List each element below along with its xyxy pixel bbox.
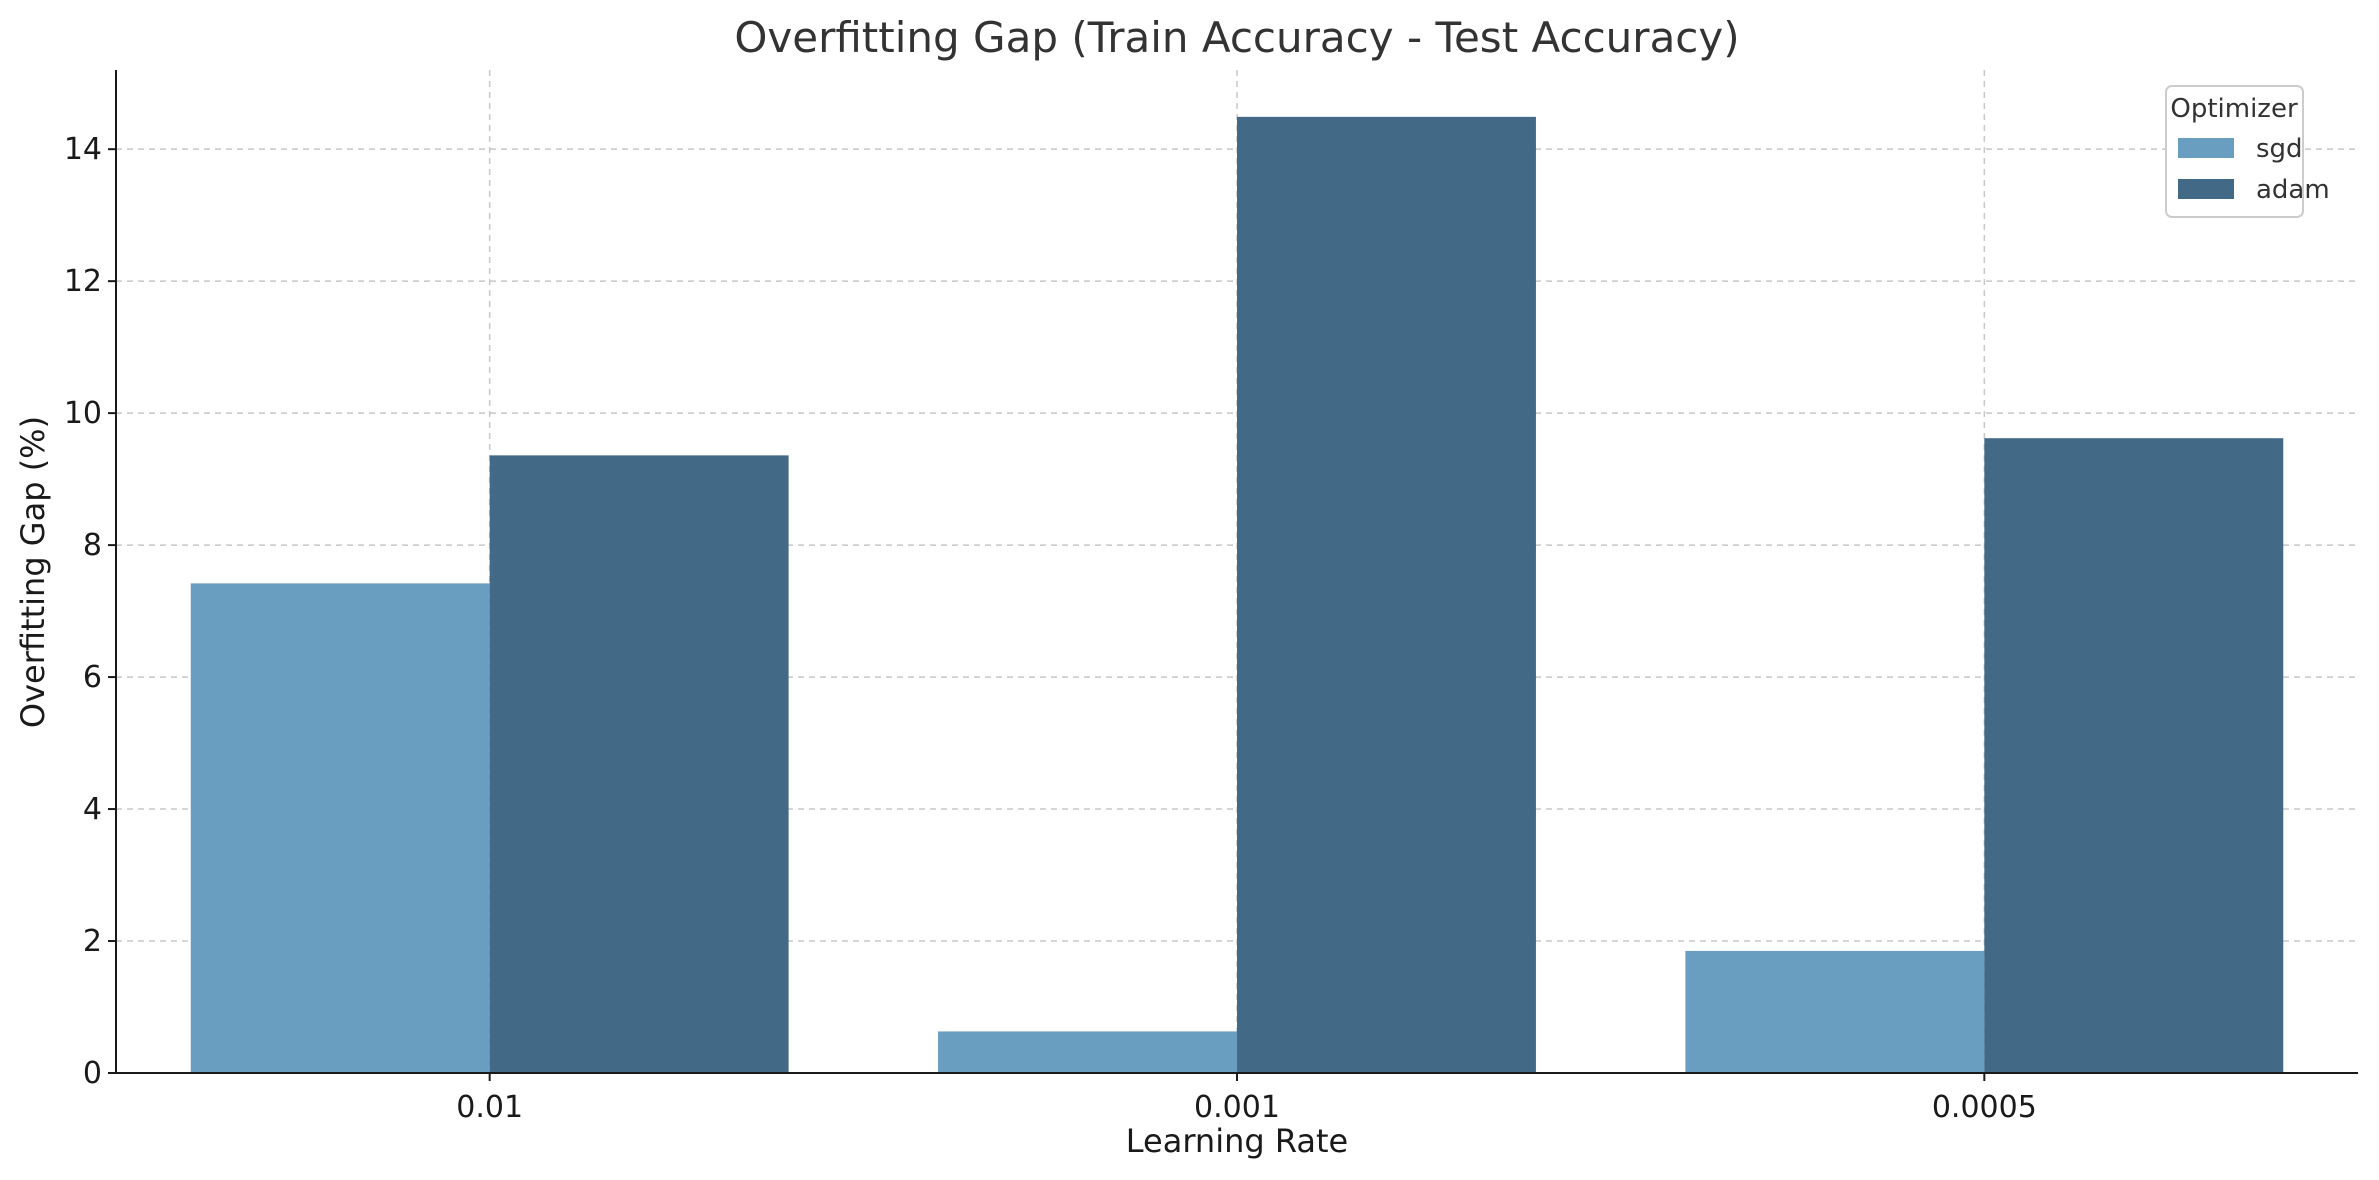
bar-sgd-0.001 xyxy=(938,1031,1237,1073)
x-tick-label: 0.001 xyxy=(1194,1090,1280,1125)
y-tick-label: 12 xyxy=(64,264,102,299)
axes: 0 2 4 6 8 10 12 14 0.01 0.001 0.0005 xyxy=(64,70,2358,1125)
legend-items: sgd adam xyxy=(2178,134,2330,205)
legend-title: Optimizer xyxy=(2170,94,2298,124)
legend-swatch-sgd xyxy=(2178,138,2234,158)
chart-title: Overfitting Gap (Train Accuracy - Test A… xyxy=(734,13,1739,62)
y-tick-label: 6 xyxy=(83,660,102,695)
bar-sgd-0.01 xyxy=(190,583,490,1073)
bar-adam-0.01 xyxy=(489,455,789,1073)
y-tick-label: 8 xyxy=(83,528,102,563)
y-tick-label: 2 xyxy=(83,924,102,959)
legend-swatch-adam xyxy=(2178,179,2234,199)
x-axis-label: Learning Rate xyxy=(1126,1122,1348,1160)
bar-adam-0.0005 xyxy=(1984,438,2284,1074)
legend-label-sgd: sgd xyxy=(2256,134,2303,164)
x-tick-label: 0.01 xyxy=(456,1090,523,1125)
bar-sgd-0.0005 xyxy=(1685,950,1985,1073)
legend-label-adam: adam xyxy=(2256,175,2330,205)
y-axis-label: Overfitting Gap (%) xyxy=(14,416,52,728)
y-tick-label: 14 xyxy=(64,132,102,167)
y-tick-label: 4 xyxy=(83,792,102,827)
legend: Optimizer sgd adam xyxy=(2165,85,2330,218)
bars xyxy=(190,116,2284,1074)
bar-adam-0.001 xyxy=(1237,116,1536,1074)
x-tick-label: 0.0005 xyxy=(1932,1090,2037,1125)
y-tick-label: 10 xyxy=(64,396,102,431)
y-tick-label: 0 xyxy=(83,1056,102,1091)
